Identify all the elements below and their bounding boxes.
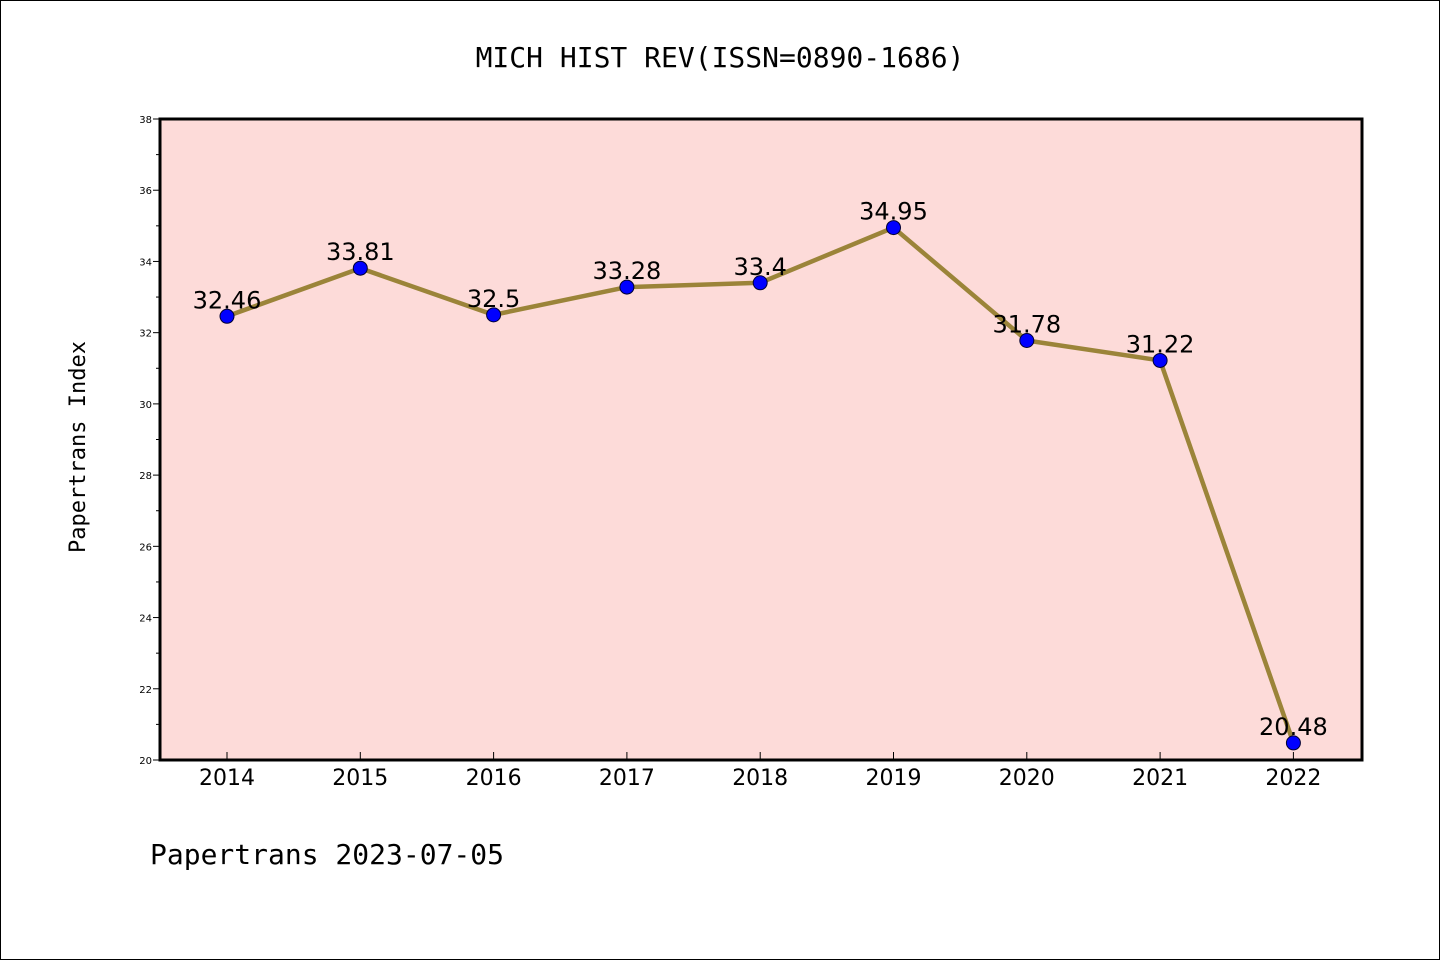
plot-area [160, 119, 1362, 760]
x-tick-label: 2016 [466, 766, 522, 791]
y-tick-label: 34 [139, 257, 152, 268]
data-label: 31.22 [1126, 330, 1195, 358]
data-series [219, 220, 1301, 751]
y-tick-label: 26 [139, 542, 152, 553]
x-axis: 2014 2015 2016 2017 2018 2019 2020 2021 2022 [199, 752, 1321, 791]
data-label: 33.28 [593, 257, 662, 285]
data-label: 20.48 [1259, 713, 1328, 741]
data-label: 32.5 [467, 285, 520, 313]
x-tick-label: 2015 [332, 766, 388, 791]
data-point-marker [1285, 735, 1301, 751]
data-point-marker [1019, 333, 1035, 349]
plot-frame [158, 117, 1364, 762]
x-tick-label: 2020 [999, 766, 1055, 791]
x-tick-label: 2018 [732, 766, 788, 791]
data-point-marker [1152, 352, 1168, 368]
y-tick-label: 24 [139, 614, 152, 625]
y-tick-label: 20 [139, 756, 152, 767]
x-tick-label: 2014 [199, 766, 255, 791]
data-point-marker [219, 308, 235, 324]
data-point-marker [486, 307, 502, 323]
data-label: 33.81 [326, 238, 395, 266]
chart-title: MICH HIST REV(ISSN=0890-1686) [476, 41, 965, 74]
y-tick-label: 36 [139, 186, 152, 197]
footer-date-label: Papertrans 2023-07-05 [150, 838, 504, 871]
data-labels: 32.46 33.81 32.5 33.28 33.4 34.95 31.78 31.22 20… [193, 198, 1328, 741]
data-label: 32.46 [193, 286, 262, 314]
y-tick-label: 28 [139, 471, 152, 482]
data-label: 34.95 [859, 198, 928, 226]
data-label: 33.4 [733, 253, 786, 281]
y-tick-label: 30 [139, 400, 152, 411]
y-tick-label: 32 [139, 329, 152, 340]
y-tick-label: 22 [139, 685, 152, 696]
data-point-marker [886, 220, 901, 236]
data-point-marker [619, 279, 635, 295]
data-point-marker [352, 260, 368, 276]
x-tick-label: 2019 [866, 766, 922, 791]
y-axis: 20 22 24 26 28 30 32 34 36 38 [139, 115, 160, 767]
data-label: 31.78 [992, 311, 1061, 339]
x-tick-label: 2017 [599, 766, 655, 791]
x-tick-label: 2022 [1265, 766, 1321, 791]
y-tick-label: 38 [139, 115, 152, 126]
data-point-marker [752, 275, 768, 291]
x-tick-label: 2021 [1132, 766, 1188, 791]
y-axis-title: Papertrans Index [66, 341, 91, 553]
